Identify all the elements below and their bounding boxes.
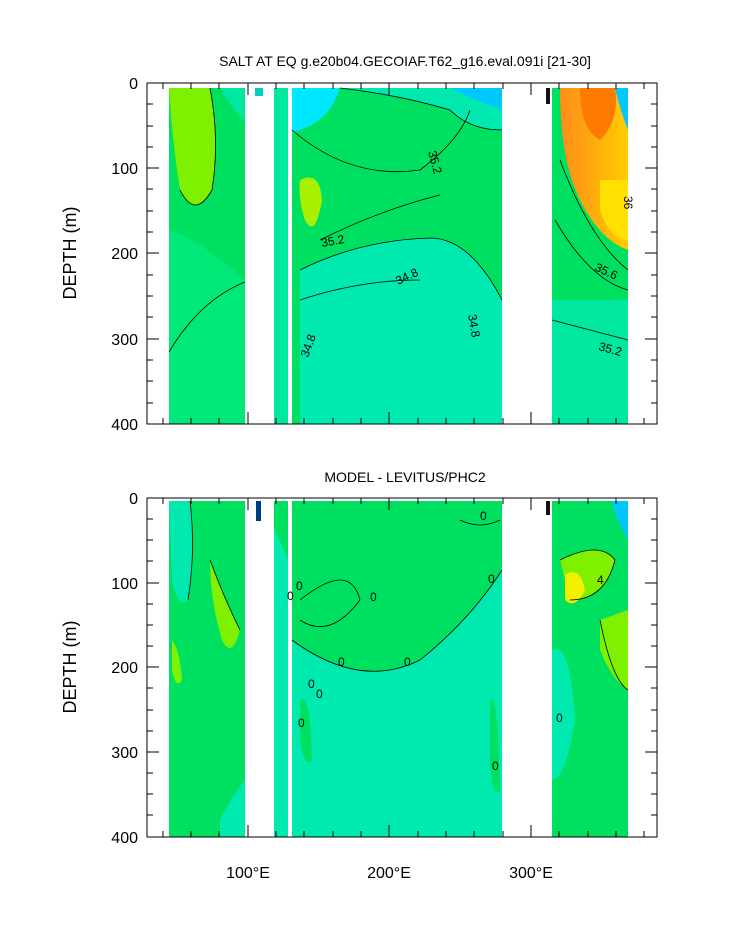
bottom-y-tick-label: 100 xyxy=(111,576,138,593)
top-y-tick-label: 100 xyxy=(111,161,138,178)
top-y-tick-label: 300 xyxy=(111,332,138,349)
bottom-y-tick-label: 400 xyxy=(111,830,138,847)
x-tick-label: 300°E xyxy=(509,865,553,882)
bottom-y-tick-label: 200 xyxy=(111,660,138,677)
top-y-axis-label: DEPTH (m) xyxy=(60,207,80,300)
bottom-indian-basin xyxy=(169,500,245,837)
bottom-contour-label: 0 xyxy=(316,687,323,701)
top-contour-label: 35.2 xyxy=(320,232,346,250)
top-contour-label: 35.2 xyxy=(597,339,623,359)
bottom-y-axis-label: DEPTH (m) xyxy=(60,621,80,714)
x-tick-label: 200°E xyxy=(367,865,411,882)
x-tick-label: 100°E xyxy=(226,865,270,882)
top-title: SALT AT EQ g.e20b04.GECOIAF.T62_g16.eval… xyxy=(219,53,591,69)
top-contour-label: 35.2 xyxy=(425,149,445,175)
bottom-contour-label: 0 xyxy=(488,572,495,586)
bottom-contour-label: 0 xyxy=(480,509,487,523)
bottom-y-tick-label: 0 xyxy=(129,491,138,508)
top-indian-basin xyxy=(168,87,246,424)
bottom-contour-label: 0 xyxy=(556,711,563,725)
top-contour-label: 36 xyxy=(621,196,635,210)
bottom-contour-label: 0 xyxy=(298,716,305,730)
top-pacific-basin xyxy=(291,87,503,424)
bottom-contour-label: 0 xyxy=(492,759,499,773)
bottom-strip xyxy=(274,501,288,837)
top-atlantic-basin xyxy=(546,88,629,424)
top-panel: SALT AT EQ g.e20b04.GECOIAF.T62_g16.eval… xyxy=(60,53,658,434)
bottom-contour-label: 4 xyxy=(597,573,604,587)
bottom-y-axis xyxy=(147,497,657,838)
top-x-axis xyxy=(162,83,645,424)
bottom-pacific-basin xyxy=(291,501,503,837)
bottom-atlantic-basin xyxy=(546,501,629,837)
bottom-contour-label: 0 xyxy=(287,589,294,603)
bottom-contour-label: 0 xyxy=(296,579,303,593)
top-strip xyxy=(274,88,288,424)
bottom-contour-label: 0 xyxy=(338,655,345,669)
top-y-tick-label: 0 xyxy=(129,76,138,93)
bottom-x-axis xyxy=(162,498,645,837)
bottom-contour-label: 0 xyxy=(308,677,315,691)
top-y-tick-label: 200 xyxy=(111,246,138,263)
bottom-panel: MODEL - LEVITUS/PHC2 xyxy=(60,469,658,882)
bottom-title: MODEL - LEVITUS/PHC2 xyxy=(324,469,486,485)
bottom-contour-label: 0 xyxy=(404,655,411,669)
top-y-axis xyxy=(147,82,657,425)
top-y-tick-label: 400 xyxy=(111,417,138,434)
bottom-y-tick-label: 300 xyxy=(111,745,138,762)
bottom-contour-label: 0 xyxy=(370,590,377,604)
top-contour-label: 34.8 xyxy=(465,313,483,339)
